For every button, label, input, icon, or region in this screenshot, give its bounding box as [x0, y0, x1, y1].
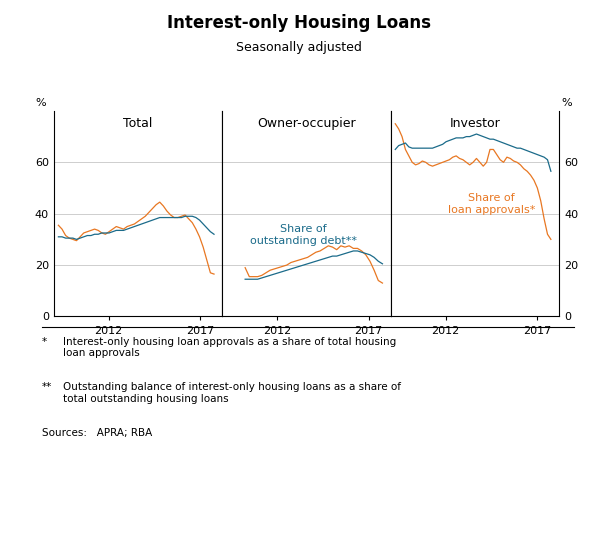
- Text: Interest-only housing loan approvals as a share of total housing
loan approvals: Interest-only housing loan approvals as …: [63, 337, 396, 358]
- Text: Investor: Investor: [450, 117, 501, 130]
- Text: Outstanding balance of interest-only housing loans as a share of
total outstandi: Outstanding balance of interest-only hou…: [63, 382, 401, 404]
- Text: Sources:   APRA; RBA: Sources: APRA; RBA: [42, 428, 152, 438]
- Text: Total: Total: [123, 117, 152, 130]
- Text: %: %: [562, 98, 572, 108]
- Text: %: %: [35, 98, 46, 108]
- Text: **: **: [42, 382, 52, 392]
- Text: Share of
loan approvals*: Share of loan approvals*: [448, 193, 535, 215]
- Text: Seasonally adjusted: Seasonally adjusted: [236, 41, 362, 54]
- Text: Interest-only Housing Loans: Interest-only Housing Loans: [167, 14, 431, 31]
- Text: Share of
outstanding debt**: Share of outstanding debt**: [249, 224, 356, 246]
- Text: Owner-occupier: Owner-occupier: [257, 117, 356, 130]
- Text: *: *: [42, 337, 47, 346]
